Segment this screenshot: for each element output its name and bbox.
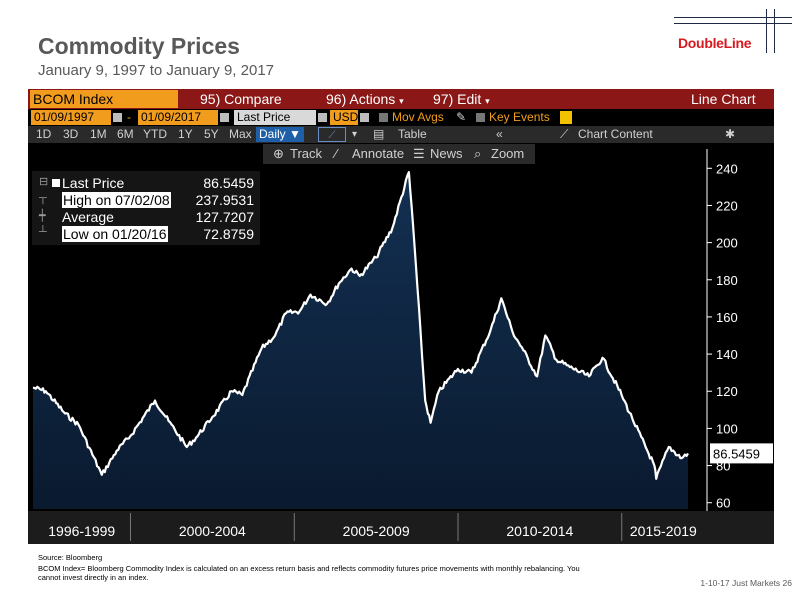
command-bar: BCOM Index 95) Compare 96) Actions ▾ 97)… bbox=[28, 89, 774, 109]
period-6m[interactable]: 6M bbox=[117, 127, 134, 141]
zoom-icon: ⌕ bbox=[474, 146, 482, 161]
y-tick-label: 120 bbox=[716, 384, 738, 399]
y-tick-label: 240 bbox=[716, 161, 738, 176]
legend-average-value: 127.7207 bbox=[195, 209, 254, 225]
x-group-label: 1996-1999 bbox=[48, 523, 115, 539]
y-tick-label: 160 bbox=[716, 310, 738, 325]
gear-icon[interactable]: ✱ bbox=[725, 127, 736, 141]
date-separator: - bbox=[127, 110, 131, 124]
dropdown-icon[interactable] bbox=[360, 113, 369, 122]
actions-menu[interactable]: 96) Actions ▾ bbox=[326, 90, 404, 110]
period-3d[interactable]: 3D bbox=[63, 127, 79, 141]
period-1y[interactable]: 1Y bbox=[178, 127, 193, 141]
bloomberg-terminal-panel: BCOM Index 95) Compare 96) Actions ▾ 97)… bbox=[28, 89, 774, 544]
checkbox-icon[interactable] bbox=[476, 113, 485, 122]
low-marker-icon: ┴ bbox=[39, 226, 47, 238]
calendar-icon[interactable] bbox=[113, 113, 122, 122]
news-tool[interactable]: News bbox=[430, 146, 463, 161]
legend-high-value: 237.9531 bbox=[195, 192, 254, 208]
legend-high-label: High on 07/02/08 bbox=[62, 192, 171, 208]
average-marker-icon: ┿ bbox=[39, 210, 46, 222]
period-bar: 1D 3D 1M 6M YTD 1Y 5Y Max Daily ▼ ⟋ ▾ ▤ … bbox=[28, 126, 774, 143]
x-group-label: 2010-2014 bbox=[506, 523, 573, 539]
footer-source: Source: Bloomberg bbox=[38, 553, 103, 562]
page-info: 1-10-17 Just Markets 26 bbox=[700, 578, 792, 588]
legend-last-label: Last Price bbox=[62, 175, 125, 191]
key-events-toggle[interactable]: Key Events bbox=[489, 110, 550, 124]
logo: DoubleLine bbox=[674, 9, 794, 81]
y-tick-label: 100 bbox=[716, 421, 738, 436]
actions-label: 96) Actions bbox=[326, 91, 396, 107]
crosshair-icon: ⊕ bbox=[273, 146, 284, 161]
legend-last-value: 86.5459 bbox=[203, 175, 254, 191]
y-tick-label: 140 bbox=[716, 347, 738, 362]
footer-disclaimer-1: BCOM Index= Bloomberg Commodity Index is… bbox=[38, 564, 580, 573]
mov-avgs-toggle[interactable]: Mov Avgs bbox=[392, 110, 444, 124]
y-tick-label: 220 bbox=[716, 198, 738, 213]
page-title: Commodity Prices bbox=[38, 33, 240, 59]
ticker-field[interactable]: BCOM Index bbox=[30, 90, 178, 108]
calendar-icon[interactable] bbox=[220, 113, 229, 122]
start-date-input[interactable]: 01/09/1997 bbox=[31, 110, 111, 125]
chart-type-label[interactable]: Line Chart bbox=[691, 91, 756, 107]
footer-disclaimer-2: cannot invest directly in an index. bbox=[38, 573, 149, 582]
chevron-down-icon[interactable]: ▾ bbox=[352, 129, 358, 140]
frequency-label: Daily bbox=[259, 127, 286, 141]
annotate-tool[interactable]: Annotate bbox=[352, 146, 405, 161]
line-chart-icon[interactable]: ⟋ bbox=[318, 127, 346, 142]
period-5y[interactable]: 5Y bbox=[204, 127, 219, 141]
x-group-label: 2015-2019 bbox=[630, 523, 697, 539]
last-price-tag-label: 86.5459 bbox=[713, 446, 760, 461]
compare-button[interactable]: 95) Compare bbox=[200, 91, 282, 107]
edit-label: 97) Edit bbox=[433, 91, 482, 107]
settings-bar: 01/09/1997 - 01/09/2017 Last Price USD M… bbox=[28, 109, 774, 126]
page-subtitle: January 9, 1997 to January 9, 2017 bbox=[38, 62, 275, 79]
collapse-icon[interactable]: « bbox=[496, 127, 503, 141]
dropdown-icon[interactable] bbox=[318, 113, 327, 122]
end-date-input[interactable]: 01/09/2017 bbox=[138, 110, 218, 125]
frequency-select[interactable]: Daily ▼ bbox=[256, 127, 304, 142]
table-icon[interactable]: ▤ bbox=[373, 127, 385, 141]
legend-average-label: Average bbox=[62, 209, 114, 225]
x-axis-band bbox=[28, 511, 774, 544]
period-ytd[interactable]: YTD bbox=[143, 127, 167, 141]
x-group-label: 2000-2004 bbox=[179, 523, 246, 539]
price-chart: 608010012014016018020022024086.54591996-… bbox=[28, 149, 774, 544]
track-tool[interactable]: Track bbox=[290, 146, 323, 161]
series-area bbox=[33, 172, 688, 509]
pencil-icon[interactable]: ✎ bbox=[456, 110, 467, 124]
x-group-label: 2005-2009 bbox=[343, 523, 410, 539]
y-tick-label: 180 bbox=[716, 273, 738, 288]
y-tick-label: 200 bbox=[716, 236, 738, 251]
chevron-down-icon: ▾ bbox=[399, 96, 404, 106]
edit-menu[interactable]: 97) Edit ▾ bbox=[433, 90, 490, 110]
chart-content-icon: ⟋ bbox=[560, 127, 569, 141]
annotate-icon: ∕ bbox=[335, 146, 338, 161]
high-marker-icon: ┬ bbox=[39, 192, 47, 204]
info-icon[interactable] bbox=[560, 111, 572, 124]
chart-legend: ⊟ ┬ ┿ ┴ Last Price 86.5459 High on 07/02… bbox=[32, 171, 260, 245]
last-price-swatch bbox=[52, 179, 60, 187]
zoom-tool[interactable]: Zoom bbox=[491, 146, 525, 161]
checkbox-icon[interactable] bbox=[379, 113, 388, 122]
legend-low-label: Low on 01/20/16 bbox=[62, 226, 168, 242]
chart-content-button[interactable]: Chart Content bbox=[578, 127, 653, 141]
y-tick-label: 60 bbox=[716, 496, 730, 511]
last-price-tag bbox=[710, 443, 773, 464]
period-max[interactable]: Max bbox=[229, 127, 252, 141]
price-field-select[interactable]: Last Price bbox=[234, 110, 316, 125]
series-line-last-price bbox=[32, 171, 689, 480]
chart-toolbar: ⊕ Track ∕ Annotate ☰ News ⌕ Zoom bbox=[263, 144, 535, 164]
legend-collapse-icon[interactable]: ⊟ bbox=[39, 176, 49, 188]
legend-low-value: 72.8759 bbox=[203, 226, 254, 242]
currency-select[interactable]: USD bbox=[330, 110, 358, 125]
news-icon: ☰ bbox=[413, 146, 425, 161]
period-1d[interactable]: 1D bbox=[36, 127, 52, 141]
chevron-down-icon: ▾ bbox=[485, 96, 490, 106]
table-button[interactable]: Table bbox=[398, 127, 427, 141]
logo-text: DoubleLine bbox=[678, 35, 752, 51]
period-1m[interactable]: 1M bbox=[90, 127, 107, 141]
